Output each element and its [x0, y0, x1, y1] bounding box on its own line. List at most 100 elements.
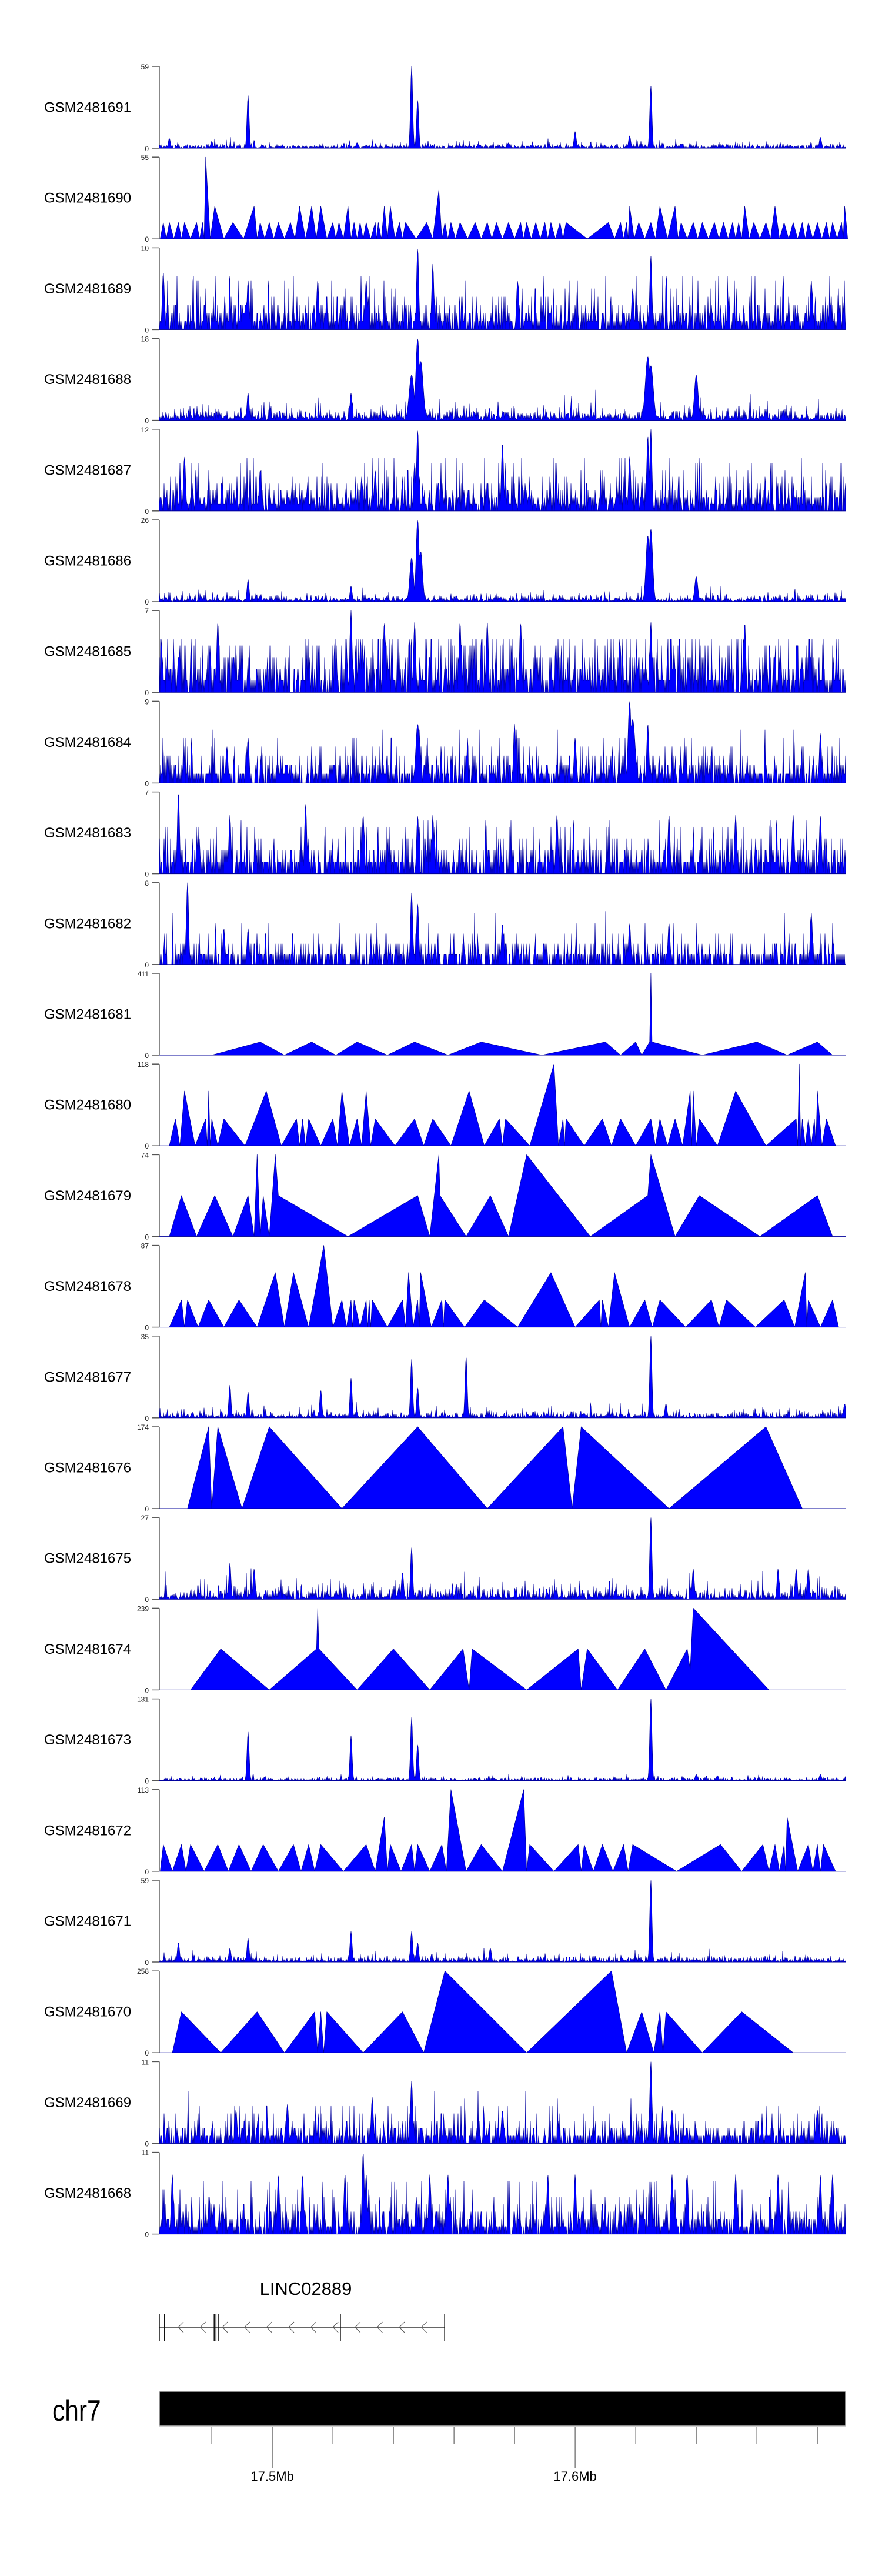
y-axis-max-label: 174	[137, 1423, 149, 1432]
position-tick-label: 17.5Mb	[250, 2469, 293, 2484]
y-axis-max-label: 258	[137, 1967, 149, 1976]
y-axis-max-label: 26	[141, 516, 149, 525]
track-label: GSM2481676	[44, 1460, 131, 1476]
signal-area	[159, 701, 846, 783]
track-gsm2481679: GSM2481679 74 0	[44, 1151, 846, 1241]
track-gsm2481676: GSM2481676 174 0	[44, 1423, 846, 1513]
track-label: GSM2481685	[44, 644, 131, 660]
track-gsm2481688: GSM2481688 18 0	[44, 335, 846, 425]
chromosome-label: chr7	[52, 2394, 101, 2427]
y-axis-max-label: 55	[141, 154, 149, 162]
y-axis-min-label: 0	[145, 2140, 149, 2148]
y-axis-max-label: 11	[142, 2149, 149, 2157]
track-gsm2481684: GSM2481684 9 0	[44, 698, 846, 788]
signal-area	[187, 1426, 803, 1509]
y-axis-min-label: 0	[145, 1324, 149, 1332]
track-label: GSM2481670	[44, 2004, 131, 2020]
strand-arrow-icon	[266, 2321, 272, 2333]
y-axis-min-label: 0	[145, 1958, 149, 1967]
strand-arrow-icon	[199, 2321, 206, 2333]
track-gsm2481691: GSM2481691 59 0	[44, 63, 846, 153]
track-gsm2481669: GSM2481669 11 0	[44, 2058, 846, 2148]
track-label: GSM2481680	[44, 1097, 131, 1113]
signal-area	[159, 429, 846, 512]
strand-arrow-icon	[399, 2321, 405, 2333]
y-axis-min-label: 0	[145, 1233, 149, 1241]
track-label: GSM2481686	[44, 553, 131, 569]
track-gsm2481675: GSM2481675 27 0	[44, 1514, 846, 1604]
y-axis-min-label: 0	[145, 2049, 149, 2057]
y-axis-max-label: 118	[138, 1060, 149, 1069]
y-axis-min-label: 0	[145, 235, 149, 243]
signal-area	[159, 794, 846, 874]
strand-arrow-icon	[376, 2321, 383, 2333]
signal-area	[159, 1517, 846, 1600]
gene-label: LINC02889	[260, 2278, 352, 2299]
y-axis-min-label: 0	[145, 145, 149, 153]
track-label: GSM2481671	[44, 1914, 131, 1930]
y-axis-max-label: 9	[145, 698, 149, 706]
strand-arrow-icon	[332, 2321, 339, 2333]
track-gsm2481681: GSM2481681 411 0	[44, 970, 846, 1060]
y-axis-max-label: 59	[141, 63, 149, 71]
y-axis-min-label: 0	[145, 417, 149, 425]
track-label: GSM2481681	[44, 1007, 131, 1023]
signal-area	[159, 248, 846, 330]
y-axis-max-label: 131	[137, 1696, 149, 1704]
signal-area	[159, 1336, 846, 1419]
track-label: GSM2481684	[44, 735, 131, 750]
y-axis-min-label: 0	[145, 598, 149, 606]
track-label: GSM2481682	[44, 916, 131, 932]
y-axis-max-label: 10	[141, 244, 149, 252]
track-label: GSM2481688	[44, 372, 131, 388]
y-axis-max-label: 7	[145, 607, 149, 615]
track-label: GSM2481679	[44, 1188, 131, 1204]
position-tick-label: 17.6Mb	[553, 2469, 596, 2484]
signal-area	[169, 1154, 833, 1237]
y-axis-min-label: 0	[145, 1686, 149, 1694]
chromosome-ideogram: chr7 17.5Mb 17.6Mb	[52, 2391, 846, 2484]
signal-area	[159, 66, 846, 149]
y-axis-max-label: 8	[145, 879, 149, 887]
signal-area	[211, 973, 833, 1056]
y-axis-min-label: 0	[145, 1052, 149, 1060]
track-label: GSM2481673	[44, 1732, 131, 1748]
y-axis-max-label: 12	[141, 426, 149, 434]
signal-area	[160, 156, 848, 239]
track-gsm2481686: GSM2481686 26 0	[44, 516, 846, 606]
y-axis-max-label: 27	[141, 1514, 149, 1522]
strand-arrow-icon	[222, 2321, 228, 2333]
y-axis-min-label: 0	[145, 1414, 149, 1423]
signal-area	[159, 1880, 846, 1963]
track-label: GSM2481683	[44, 825, 131, 841]
track-gsm2481673: GSM2481673 131 0	[44, 1696, 846, 1786]
y-axis-max-label: 7	[145, 789, 149, 797]
strand-arrow-icon	[355, 2321, 361, 2333]
y-axis-max-label: 113	[138, 1786, 149, 1794]
signal-area	[159, 882, 846, 965]
track-label: GSM2481687	[44, 462, 131, 478]
track-label: GSM2481691	[44, 100, 131, 116]
gene-track: LINC02889	[159, 2278, 445, 2341]
signal-area	[159, 2154, 846, 2234]
strand-arrow-icon	[310, 2321, 316, 2333]
y-axis-min-label: 0	[145, 2231, 149, 2239]
track-gsm2481668: GSM2481668 11 0	[44, 2149, 846, 2239]
y-axis-min-label: 0	[145, 961, 149, 969]
y-axis-min-label: 0	[145, 1142, 149, 1150]
strand-arrow-icon	[420, 2321, 427, 2333]
y-axis-min-label: 0	[145, 508, 149, 516]
track-gsm2481683: GSM2481683 7 0	[44, 789, 846, 879]
y-axis-min-label: 0	[145, 326, 149, 334]
track-label: GSM2481678	[44, 1279, 131, 1294]
y-axis-min-label: 0	[145, 689, 149, 697]
signal-area	[159, 610, 846, 693]
signal-area	[160, 1789, 836, 1872]
track-gsm2481671: GSM2481671 59 0	[44, 1877, 846, 1967]
strand-arrow-icon	[244, 2321, 250, 2333]
y-axis-max-label: 74	[141, 1151, 149, 1159]
track-label: GSM2481675	[44, 1551, 131, 1567]
y-axis-max-label: 18	[141, 335, 149, 343]
signal-area	[169, 1063, 836, 1146]
y-axis-min-label: 0	[145, 1868, 149, 1876]
